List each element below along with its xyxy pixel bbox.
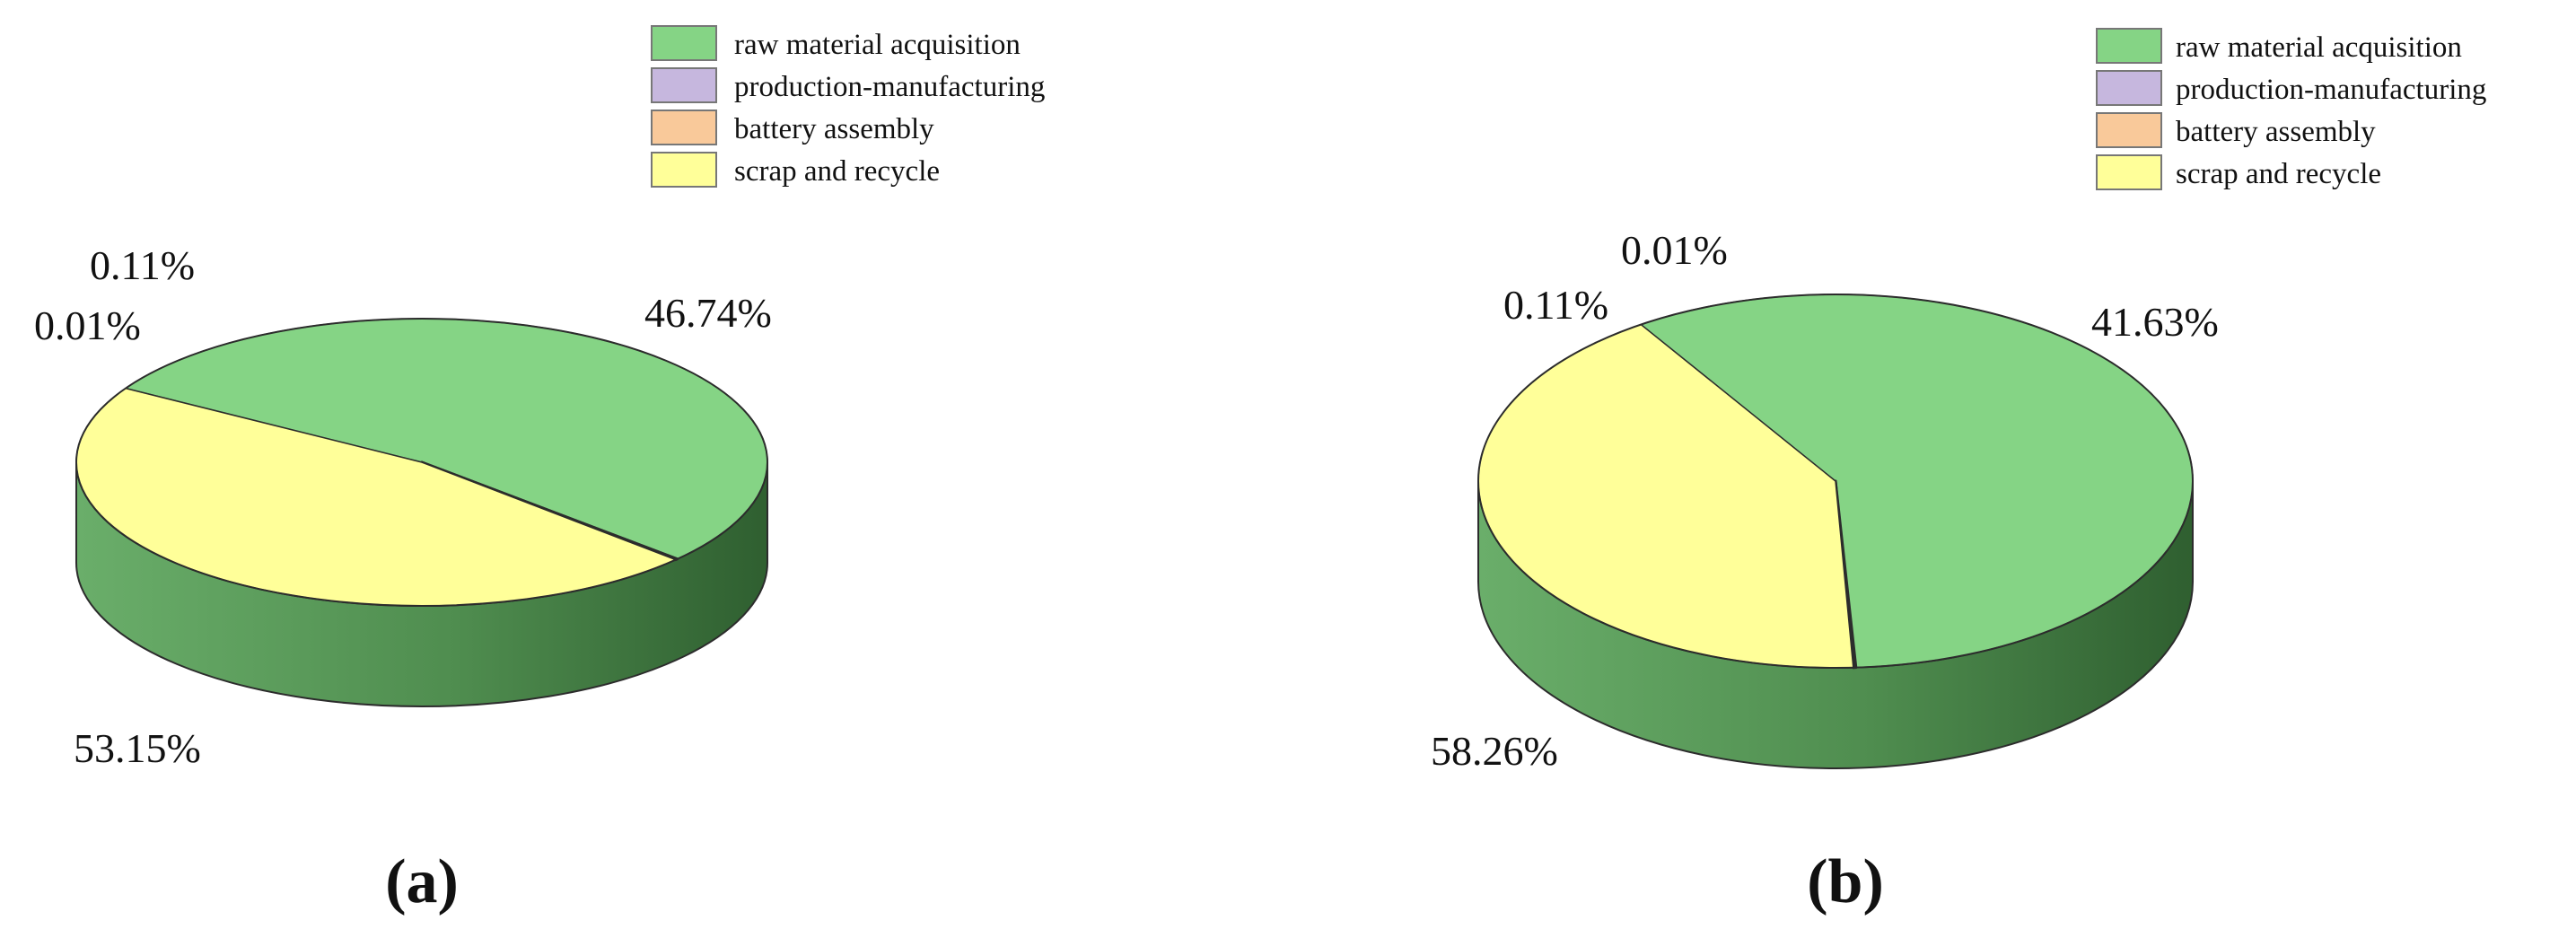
pie-b-slices xyxy=(1477,294,2194,769)
value-label-scrap-and-recycle: 41.63% xyxy=(2091,299,2219,345)
legend-swatch-battery-assembly xyxy=(2096,112,2162,148)
legend-label-raw-material-acquisition: raw material acquisition xyxy=(2176,31,2462,64)
legend-label-battery-assembly: battery assembly xyxy=(734,113,934,145)
pie-top-rim xyxy=(1477,294,2194,669)
legend-label-battery-assembly: battery assembly xyxy=(2176,116,2376,148)
pie-chart-a: raw material acquisition production-manu… xyxy=(34,25,1045,916)
legend-swatch-battery-assembly xyxy=(651,110,717,145)
panel-label-a: (a) xyxy=(385,847,459,916)
value-label-production-manufacturing: 0.01% xyxy=(34,302,141,348)
legend-label-raw-material-acquisition: raw material acquisition xyxy=(734,29,1021,61)
legend-swatch-scrap-and-recycle xyxy=(651,152,717,188)
legend-label-scrap-and-recycle: scrap and recycle xyxy=(734,155,940,188)
pie-top-rim xyxy=(75,318,768,607)
legend-swatch-raw-material-acquisition xyxy=(2096,28,2162,64)
value-label-raw-material-acquisition: 58.26% xyxy=(1431,728,1558,774)
legend-swatch-scrap-and-recycle xyxy=(2096,154,2162,190)
legend-swatch-raw-material-acquisition xyxy=(651,25,717,61)
legend-label-production-manufacturing: production-manufacturing xyxy=(2176,74,2486,106)
value-label-production-manufacturing: 0.11% xyxy=(1503,282,1608,328)
value-label-scrap-and-recycle: 46.74% xyxy=(644,290,772,336)
value-label-raw-material-acquisition: 53.15% xyxy=(74,725,201,771)
legend-a: raw material acquisition production-manu… xyxy=(651,25,1045,188)
legend-label-production-manufacturing: production-manufacturing xyxy=(734,71,1045,103)
legend-swatch-production-manufacturing xyxy=(651,67,717,103)
legend-swatch-production-manufacturing xyxy=(2096,70,2162,106)
legend-label-scrap-and-recycle: scrap and recycle xyxy=(2176,158,2381,190)
pie-a-slices xyxy=(75,318,768,707)
pie-chart-b: raw material acquisition production-manu… xyxy=(1431,28,2486,916)
legend-b: raw material acquisition production-manu… xyxy=(2096,28,2486,190)
value-label-battery-assembly: 0.01% xyxy=(1621,227,1728,273)
value-label-battery-assembly: 0.11% xyxy=(90,242,195,288)
panel-label-b: (b) xyxy=(1807,847,1884,916)
